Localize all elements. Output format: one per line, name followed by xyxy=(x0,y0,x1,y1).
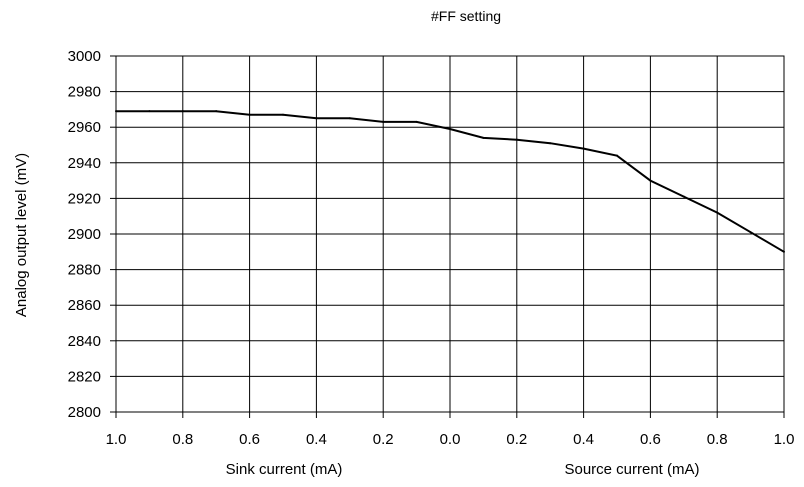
y-tick-label: 2940 xyxy=(68,155,101,172)
data-point xyxy=(148,110,151,113)
data-point xyxy=(549,142,552,145)
y-tick-label: 2960 xyxy=(68,119,101,136)
x-axis-label-source: Source current (mA) xyxy=(564,461,699,478)
x-tick-label: 0.2 xyxy=(373,431,394,448)
chart-title: #FF setting xyxy=(431,8,501,24)
x-tick-label: 0.4 xyxy=(573,431,594,448)
x-tick-label: 0.8 xyxy=(707,431,728,448)
x-tick-label: 0.6 xyxy=(640,431,661,448)
x-tick-label: 0.6 xyxy=(239,431,260,448)
data-point xyxy=(649,179,652,182)
data-point xyxy=(749,231,752,234)
data-point xyxy=(716,211,719,214)
data-point xyxy=(449,127,451,130)
y-tick-labels: 2800 2820 2840 2860 2880 2900 2920 2940 2960 2980… xyxy=(68,48,101,421)
data-point xyxy=(482,136,485,139)
x-tick-label: 1.0 xyxy=(774,431,795,448)
x-axis-label-sink: Sink current (mA) xyxy=(226,461,343,478)
grid xyxy=(110,55,785,418)
y-tick-label: 2980 xyxy=(68,84,101,101)
data-point xyxy=(115,110,117,113)
data-point xyxy=(616,154,618,157)
data-point xyxy=(248,113,251,116)
x-tick-labels: 1.0 0.8 0.6 0.4 0.2 0.0 0.2 0.4 0.6 0.8 1.0 xyxy=(106,431,795,448)
data-point xyxy=(382,120,385,123)
data-point xyxy=(181,110,184,113)
x-tick-label: 0.2 xyxy=(506,431,527,448)
y-tick-label: 2860 xyxy=(68,297,101,314)
data-point xyxy=(415,120,418,123)
y-tick-label: 2840 xyxy=(68,333,101,350)
y-tick-label: 2880 xyxy=(68,262,101,279)
y-tick-label: 2820 xyxy=(68,368,101,385)
x-tick-label: 0.0 xyxy=(440,431,461,448)
x-tick-label: 0.8 xyxy=(172,431,193,448)
data-point xyxy=(315,117,318,120)
data-point xyxy=(682,195,685,198)
data-points xyxy=(115,110,785,253)
x-tick-label: 1.0 xyxy=(106,431,127,448)
data-point xyxy=(215,110,218,113)
data-point xyxy=(348,117,351,120)
data-point xyxy=(582,147,585,150)
data-point xyxy=(282,113,284,116)
y-tick-label: 2800 xyxy=(68,404,101,421)
y-tick-label: 2900 xyxy=(68,226,101,243)
y-tick-label: 2920 xyxy=(68,190,101,207)
data-point xyxy=(783,250,785,253)
y-axis-label: Analog output level (mV) xyxy=(13,153,30,317)
x-tick-label: 0.4 xyxy=(306,431,327,448)
data-point xyxy=(515,138,518,141)
y-tick-label: 3000 xyxy=(68,48,101,65)
